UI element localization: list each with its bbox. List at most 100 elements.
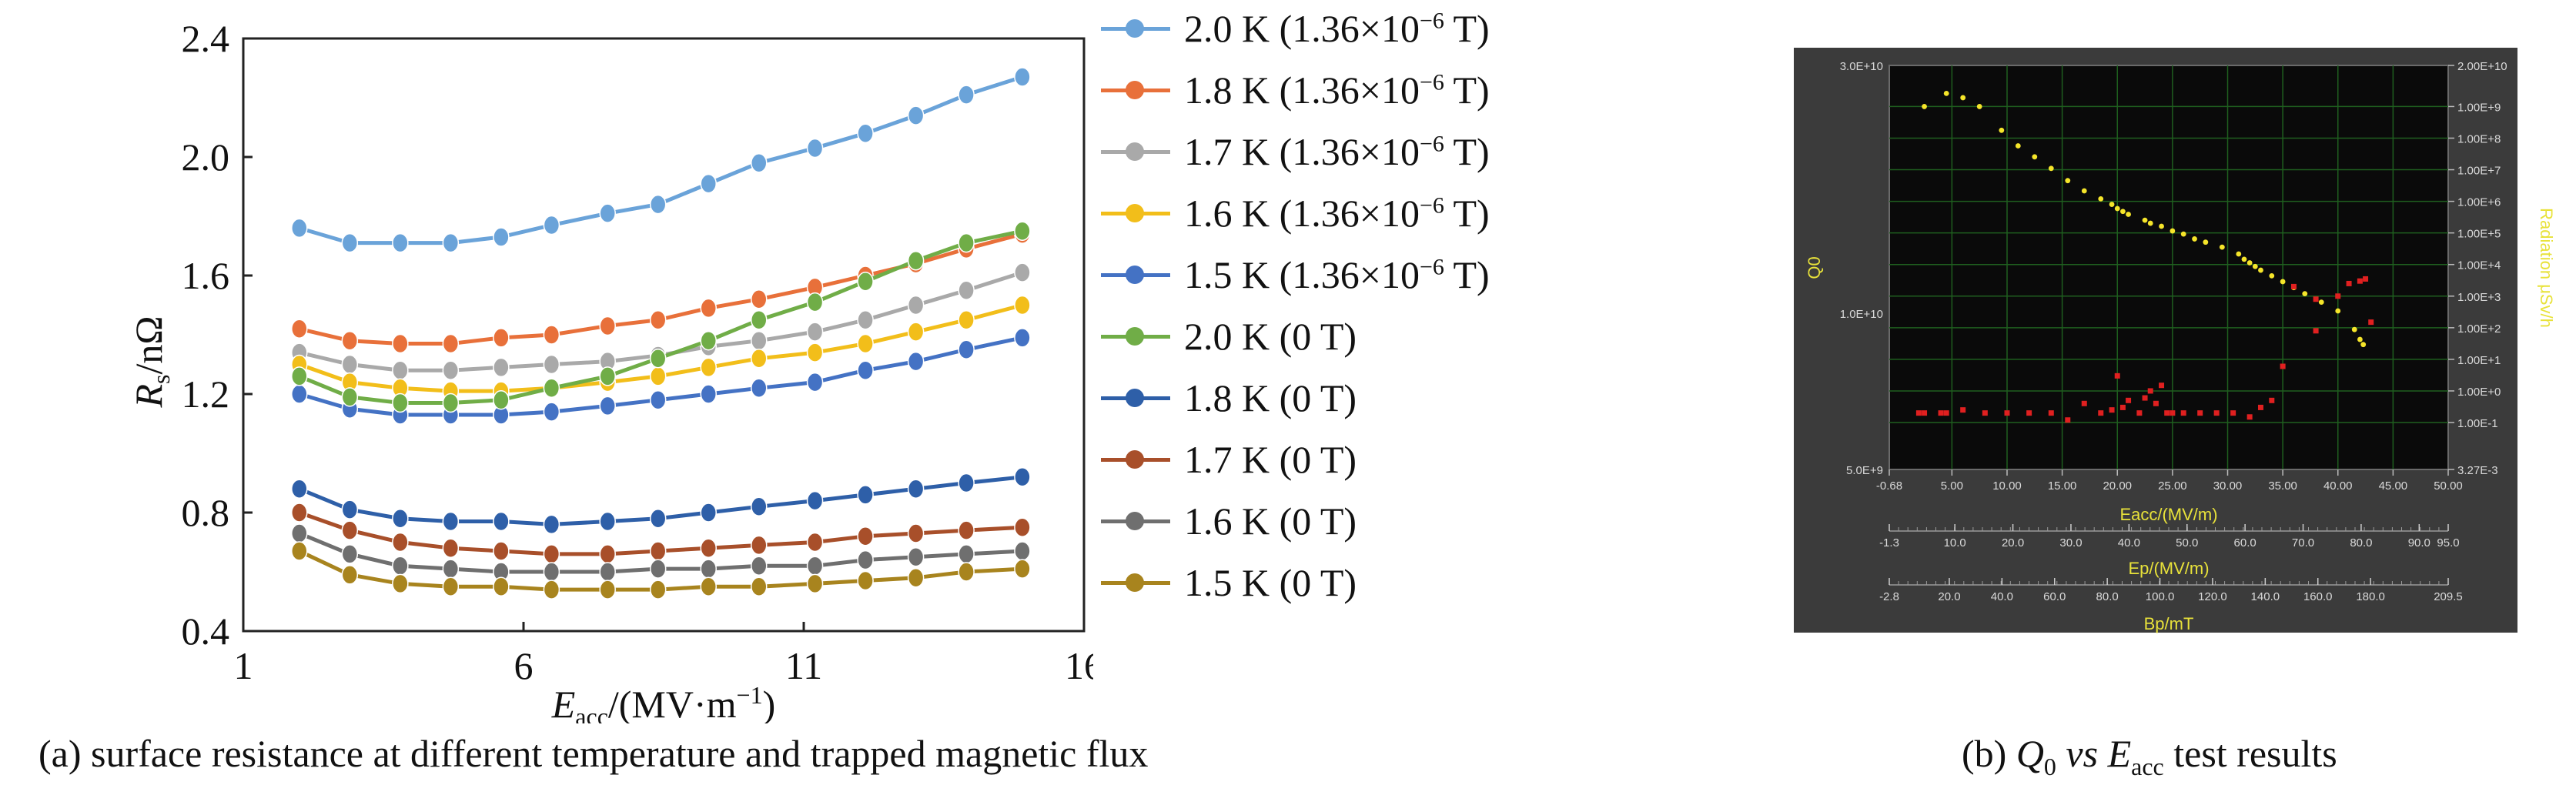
data-point-a-0-6 (599, 203, 616, 223)
data-point-a-7-8 (700, 538, 717, 558)
data-point-a-7-11 (857, 526, 874, 546)
data-point-a-3-10 (806, 342, 824, 362)
legend-marker-a-1 (1126, 81, 1144, 99)
legend-label-a-9: 1.5 K (0 T) (1184, 560, 1357, 605)
data-point-a-5-7 (649, 349, 667, 369)
data-point-a-4-5 (543, 402, 560, 422)
y-right-tick-label-b-5: 1.00E+5 (2457, 228, 2501, 241)
data-point-b-0-19 (2180, 231, 2186, 237)
data-point-a-4-8 (700, 384, 717, 404)
data-point-a-6-11 (857, 485, 874, 505)
data-point-b-1-29 (2269, 397, 2275, 403)
legend-marker-a-0 (1126, 19, 1144, 38)
data-point-b-0-17 (2159, 223, 2164, 229)
caption-b: (b) Q0 vs Eacc test results (1962, 731, 2337, 781)
data-point-a-9-14 (1014, 559, 1031, 579)
bp-tick-label-1: 20.0 (1938, 590, 1960, 603)
data-point-b-0-2 (1960, 95, 1966, 101)
y-right-tick-label-b-1: 1.00E+9 (2457, 101, 2501, 114)
data-point-b-1-10 (2081, 400, 2087, 406)
legend-item-a-4: 1.5 K (1.36×10−6 T) (1101, 248, 1490, 302)
data-point-a-5-4 (493, 389, 510, 410)
eacc-tick-label-b-10: 50.00 (2434, 479, 2463, 493)
bp-axis-b: -2.8 20.0 40.0 60.0 80.0 100.0 120.0 140.0 160.0… (1879, 578, 2463, 603)
legend-label-a-8: 1.6 K (0 T) (1184, 499, 1357, 543)
data-point-b-1-36 (2368, 319, 2374, 326)
data-point-a-7-4 (493, 541, 510, 561)
data-point-a-5-13 (958, 232, 975, 253)
eacc-tick-label-b-6: 30.00 (2213, 479, 2243, 493)
data-point-b-0-0 (1922, 104, 1927, 109)
data-point-a-9-7 (649, 580, 667, 600)
data-point-a-1-6 (599, 316, 616, 336)
ep-tick-label-6: 60.0 (2234, 536, 2257, 550)
legend-label-main-a-3: 1.6 K (1.36×10 (1184, 192, 1420, 235)
series-b-1 (1915, 276, 2374, 423)
data-point-a-5-6 (599, 366, 616, 386)
data-point-a-1-1 (341, 330, 359, 351)
data-point-a-6-9 (751, 496, 768, 517)
caption-b-q: Q (2016, 732, 2044, 775)
eacc-tick-label-b-7: 35.00 (2268, 479, 2297, 493)
data-point-b-1-6 (2004, 410, 2010, 416)
eacc-tick-label-b-2: 10.00 (1992, 479, 2022, 493)
x-tick-label-a-0: 1 (234, 644, 253, 687)
data-point-b-1-17 (2142, 395, 2148, 401)
data-point-a-3-11 (857, 333, 874, 354)
data-point-a-0-5 (543, 215, 560, 236)
ep-tick-label-8: 80.0 (2350, 536, 2372, 550)
caption-b-prefix: (b) (1962, 732, 2016, 775)
data-point-b-1-5 (1982, 410, 1988, 416)
legend-a: 2.0 K (1.36×10−6 T) 1.8 K (1.36×10−6 T) 1.… (1101, 0, 1532, 639)
data-point-b-0-20 (2192, 236, 2197, 242)
data-point-a-2-10 (806, 322, 824, 342)
caption-b-q-sub: 0 (2043, 753, 2056, 780)
data-point-b-1-21 (2164, 410, 2170, 416)
y-axis-label-a: Rs/nΩ (127, 316, 175, 408)
data-point-a-8-1 (341, 544, 359, 564)
ep-tick-label-3: 30.0 (2059, 536, 2082, 550)
data-point-b-0-12 (2114, 205, 2120, 212)
x-tick-label-a-2: 11 (785, 644, 822, 687)
legend-item-a-6: 1.8 K (0 T) (1101, 371, 1357, 425)
caption-b-e-sub: acc (2131, 753, 2164, 780)
ep-tick-label-0: -1.3 (1879, 536, 1899, 550)
data-point-a-3-8 (700, 357, 717, 378)
ep-tick-label-5: 50.0 (2176, 536, 2198, 550)
data-point-b-0-10 (2098, 196, 2104, 202)
data-point-a-3-13 (958, 310, 975, 330)
legend-swatch-a-2 (1101, 136, 1170, 167)
data-point-b-0-21 (2203, 239, 2209, 246)
data-point-b-1-8 (2048, 410, 2054, 416)
legend-label-main-a-2: 1.7 K (1.36×10 (1184, 130, 1420, 173)
data-point-b-0-14 (2126, 212, 2131, 217)
series-a-5 (291, 221, 1031, 413)
data-point-a-7-1 (341, 520, 359, 540)
y-tick-label-a-0: 0.4 (182, 610, 230, 653)
legend-label-exp-a-0: −6 (1419, 8, 1444, 34)
legend-item-a-0: 2.0 K (1.36×10−6 T) (1101, 2, 1490, 55)
data-point-b-0-16 (2147, 220, 2153, 226)
y-right-tick-label-b-12: 3.27E-3 (2457, 464, 2498, 477)
legend-label-a-5: 2.0 K (0 T) (1184, 314, 1357, 359)
data-point-a-7-14 (1014, 517, 1031, 537)
legend-label-tail-a-1: T) (1444, 68, 1490, 112)
legend-label-exp-a-1: −6 (1419, 69, 1444, 95)
legend-swatch-a-9 (1101, 567, 1170, 598)
data-point-b-0-8 (2065, 178, 2071, 184)
data-point-b-0-34 (2351, 326, 2357, 332)
data-point-b-0-23 (2236, 251, 2242, 257)
data-point-a-1-0 (291, 319, 308, 339)
data-point-a-2-4 (493, 357, 510, 378)
bp-tick-label-7: 140.0 (2251, 590, 2280, 603)
data-point-a-0-13 (958, 85, 975, 105)
eacc-axis-b: -0.68 5.00 10.00 15.00 20.00 25.00 30.00 35.00 4… (1876, 469, 2463, 493)
y-right-tick-label-b-6: 1.00E+4 (2457, 259, 2501, 272)
y-left-tick-label-b-2: 5.0E+9 (1846, 464, 1883, 477)
legend-swatch-a-0 (1101, 13, 1170, 44)
data-point-b-1-13 (2114, 372, 2120, 379)
eacc-tick-label-b-4: 20.00 (2103, 479, 2132, 493)
data-point-b-1-23 (2180, 410, 2186, 416)
data-point-a-6-5 (543, 514, 560, 535)
bp-tick-label-9: 180.0 (2356, 590, 2385, 603)
